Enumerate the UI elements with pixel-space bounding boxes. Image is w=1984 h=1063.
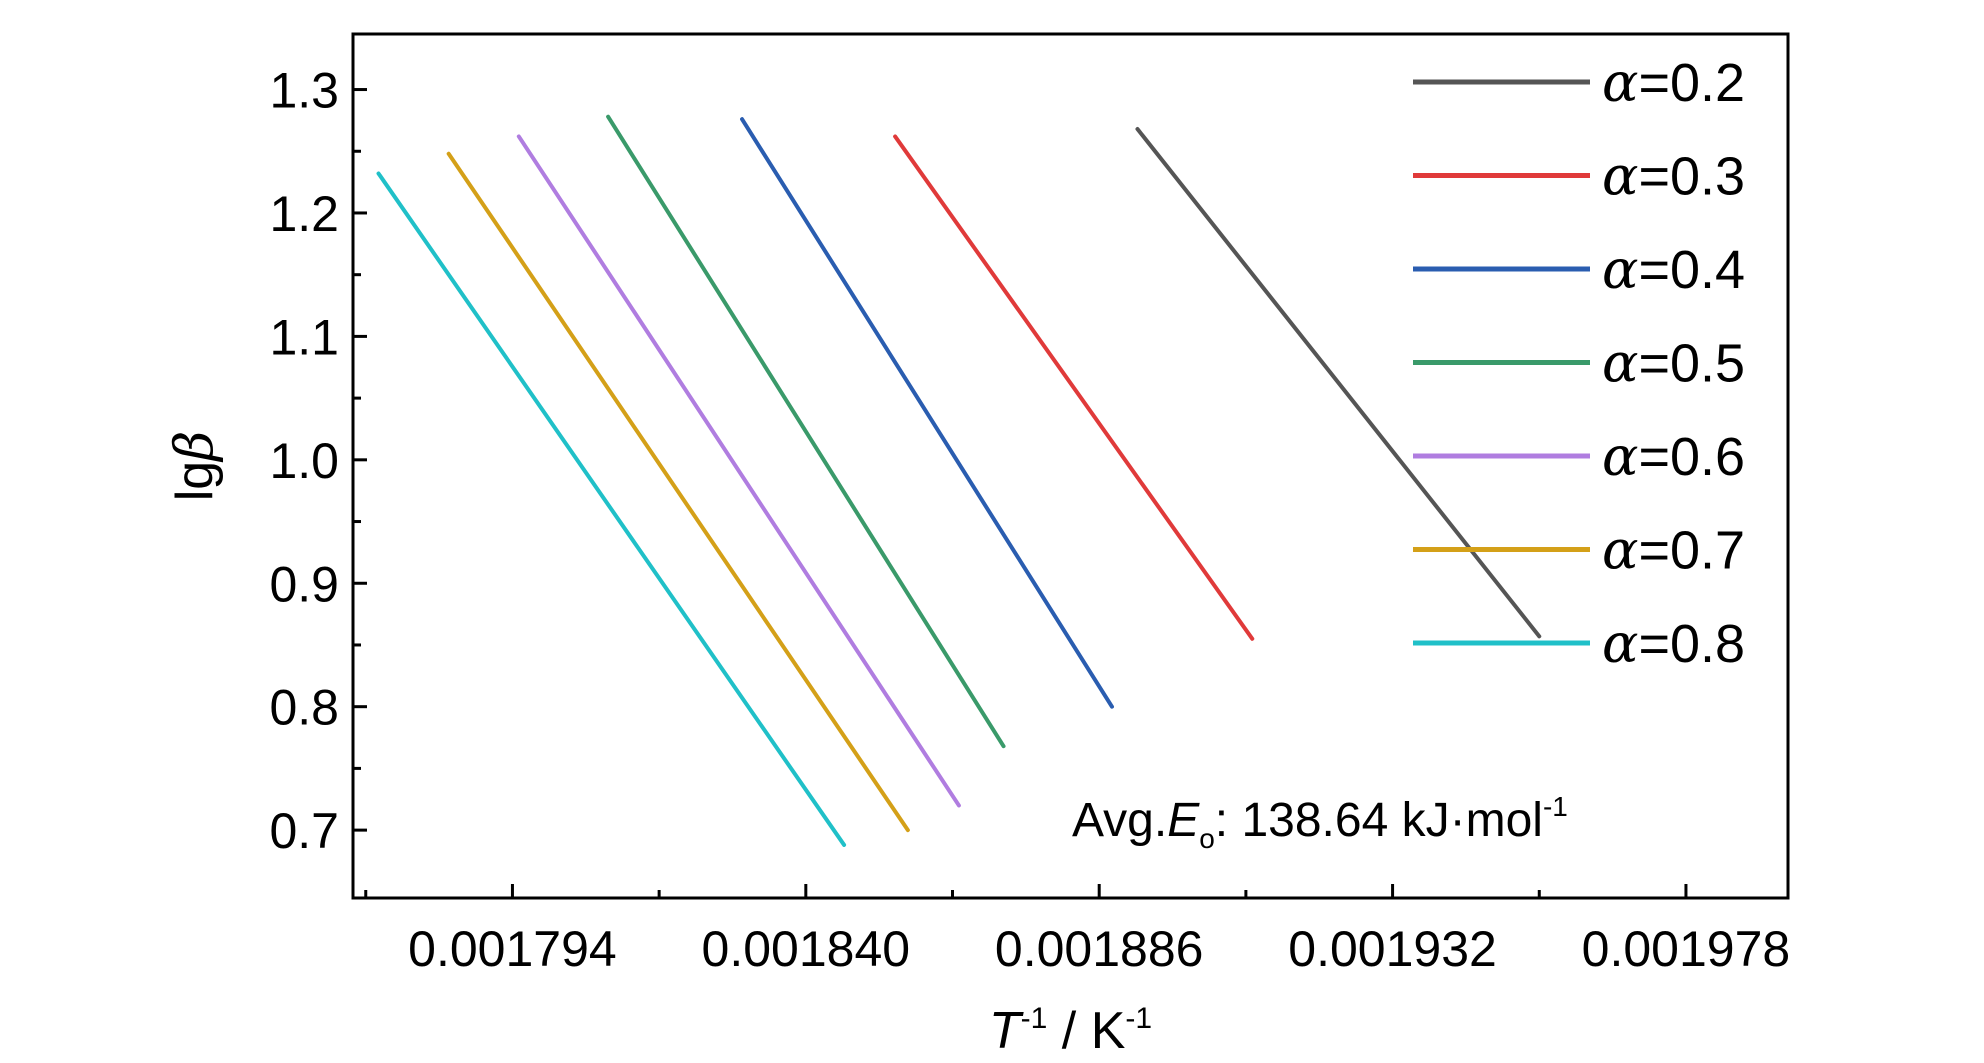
series-line: [376, 171, 847, 847]
legend-label: α=0.2: [1602, 51, 1745, 114]
annotation-prefix: Avg.: [1072, 794, 1167, 847]
x-tick-label: 0.001886: [995, 921, 1204, 977]
plot-area: 0.001794 0.001840 0.001886 0.001932 0.001978…: [165, 32, 1791, 1060]
x-axis-title: T-1 / K-1: [989, 1002, 1152, 1060]
y-axis-title: lgβ: [165, 431, 225, 502]
legend-symbol: α: [1602, 519, 1638, 582]
y-axis-prefix: lg: [166, 461, 224, 501]
legend-symbol: α: [1602, 612, 1638, 675]
x-tick-label: 0.001794: [408, 921, 617, 977]
legend-value: =0.3: [1638, 147, 1745, 207]
legend-label: α=0.8: [1602, 612, 1745, 675]
y-tick-label: 0.9: [269, 556, 339, 612]
x-tick-label: 0.001840: [702, 921, 911, 977]
y-tick-label: 1.3: [269, 63, 339, 119]
x-axis-unit: / K: [1047, 1002, 1125, 1060]
annotation-value: : 138.64 kJ·mol: [1215, 794, 1543, 847]
legend-symbol: α: [1602, 332, 1638, 395]
y-tick-label: 0.8: [269, 680, 339, 736]
legend-label: α=0.3: [1602, 145, 1745, 208]
legend-symbol: α: [1602, 51, 1638, 114]
y-tick-label: 1.2: [269, 186, 339, 242]
legend-label: α=0.4: [1602, 238, 1745, 301]
annotation-sup: -1: [1543, 791, 1568, 822]
x-axis-var: T: [989, 1002, 1024, 1060]
x-axis-unit-sup: -1: [1125, 1002, 1152, 1035]
legend-label: α=0.6: [1602, 425, 1745, 488]
y-tick-label: 1.0: [269, 433, 339, 489]
series-line: [446, 151, 910, 833]
legend-symbol: α: [1602, 145, 1638, 208]
y-tick-label: 0.7: [269, 803, 339, 859]
y-axis-symbol: β: [165, 431, 225, 463]
legend-value: =0.7: [1638, 521, 1745, 581]
annotation-text: Avg.Eo: 138.64 kJ·mol-1: [1072, 791, 1568, 854]
x-tick-label: 0.001978: [1582, 921, 1791, 977]
legend-symbol: α: [1602, 238, 1638, 301]
legend-value: =0.8: [1638, 614, 1745, 674]
x-axis-var-sup: -1: [1021, 1002, 1048, 1035]
y-tick-label: 1.1: [269, 309, 339, 365]
legend-value: =0.6: [1638, 427, 1745, 487]
legend-label: α=0.5: [1602, 332, 1745, 395]
plot-frame: [351, 32, 1790, 900]
series-line: [740, 117, 1114, 709]
series-line: [893, 134, 1255, 641]
annotation-sub: o: [1199, 823, 1215, 854]
series-line: [516, 134, 961, 808]
x-tick-label: 0.001932: [1288, 921, 1497, 977]
annotation-var: E: [1167, 794, 1200, 847]
legend-value: =0.2: [1638, 53, 1745, 113]
legend-value: =0.4: [1638, 240, 1745, 300]
legend-label: α=0.7: [1602, 519, 1745, 582]
legend-value: =0.5: [1638, 334, 1745, 394]
legend-symbol: α: [1602, 425, 1638, 488]
series-line: [606, 114, 1006, 749]
